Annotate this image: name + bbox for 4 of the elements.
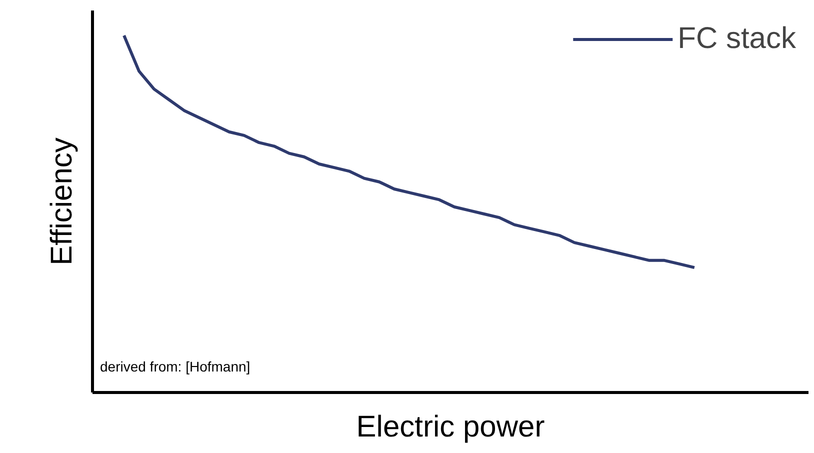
legend-label: FC stack [678,22,796,56]
annotation: derived from: [Hofmann] [100,358,250,375]
x-axis-title: Electric power [356,410,545,444]
y-axis-title: Efficiency [46,138,78,266]
